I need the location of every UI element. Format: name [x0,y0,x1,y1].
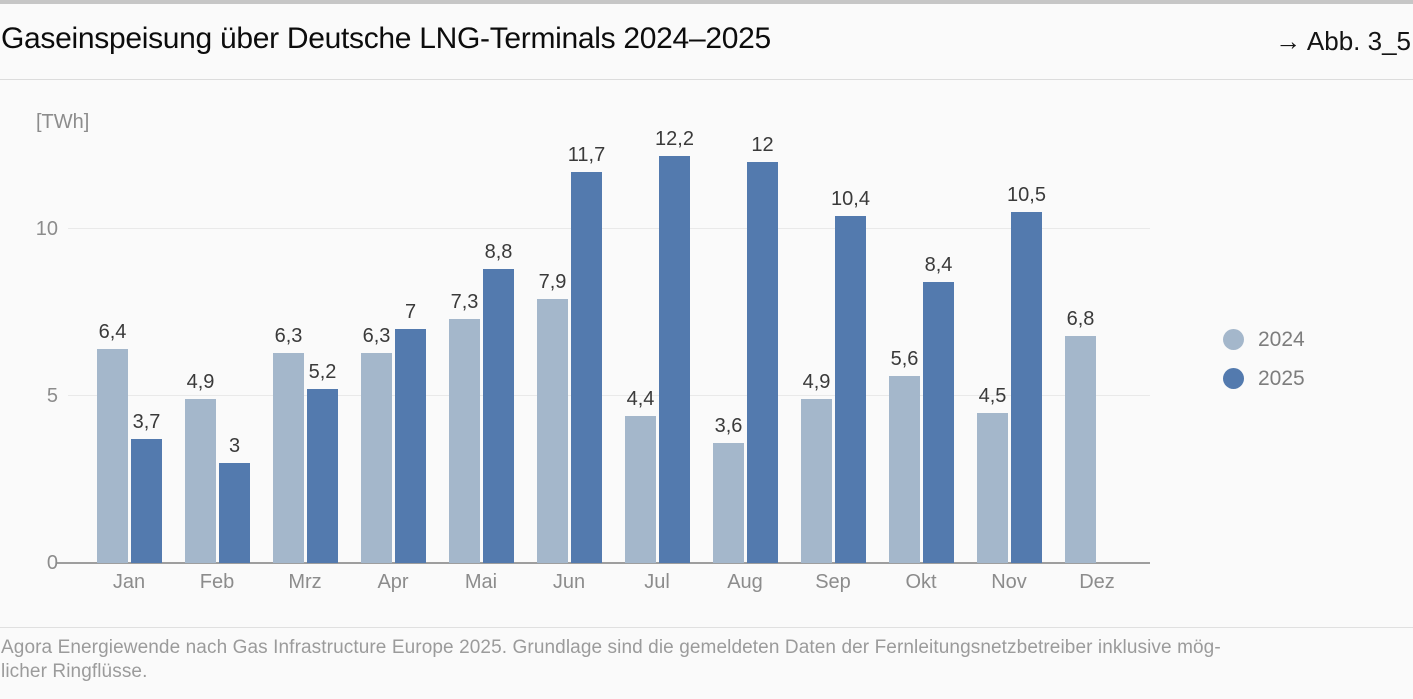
bar-value-label-2025-mai: 8,8 [484,241,513,264]
top-accent-bar [0,0,1413,4]
x-tick-label-mrz: Mrz [288,571,322,593]
bar-2024-jul: 4,4 [625,388,656,563]
y-tick-label-0: 0 [46,552,58,574]
bar-2025-jan: 3,7 [131,411,162,563]
bar-value-label-2025-mrz: 5,2 [308,361,337,384]
bar-2024-apr: 6,3 [361,325,392,563]
bar-2025-jul: 12,2 [655,128,694,563]
bar-value-label-2024-sep: 4,9 [802,371,831,394]
bar-2024-mai: 7,3 [449,291,480,563]
gridline-y-10 [68,228,1150,229]
bar-value-label-2025-nov: 10,5 [1007,184,1046,207]
legend-label-2024: 2024 [1258,327,1305,351]
bar-value-label-2025-jul: 12,2 [655,127,694,150]
chart-legend: 2024 2025 [1223,327,1305,405]
x-tick-label-aug: Aug [727,571,763,593]
x-tick-label-jan: Jan [112,571,146,593]
bar-value-label-2024-jul: 4,4 [626,388,655,411]
x-tick-label-nov: Nov [991,571,1027,593]
gridline-y-5 [68,395,1150,396]
bar-2025-nov: 10,5 [1007,184,1046,563]
source-note: Agora Energiewende nach Gas Infrastructu… [1,636,1412,684]
bar-2024-jun: 7,9 [537,271,568,563]
bar-value-label-2025-feb: 3 [228,434,241,457]
bar-value-label-2025-apr: 7 [404,301,417,324]
bar-2024-okt: 5,6 [889,348,920,563]
legend-label-2025: 2025 [1258,366,1305,390]
bar-2025-sep: 10,4 [831,188,870,563]
bar-2024-jan: 6,4 [97,321,128,563]
bar-value-label-2024-feb: 4,9 [186,371,215,394]
source-note-line-2: licher Ringflüsse. [1,661,148,682]
bar-value-label-2024-mrz: 6,3 [274,324,303,347]
bar-2024-aug: 3,6 [713,415,744,563]
legend-item-2025: 2025 [1223,366,1305,391]
bar-2024-sep: 4,9 [801,371,832,563]
bar-chart: [TWh] 2024 2025 0 5 10 6,4 3,7 Jan 4,9 3 Feb 6,3 5,… [0,81,1413,627]
bar-2025-apr: 7 [395,301,426,563]
x-tick-label-dez: Dez [1079,571,1115,593]
bar-value-label-2025-sep: 10,4 [831,187,870,210]
bar-2024-feb: 4,9 [185,371,216,563]
footer-divider [0,627,1413,628]
x-tick-label-mai: Mai [464,571,498,593]
bar-2025-feb: 3 [219,435,250,563]
bar-value-label-2024-mai: 7,3 [450,291,479,314]
bar-value-label-2025-jan: 3,7 [132,411,161,434]
x-tick-label-okt: Okt [905,571,937,593]
figure-reference: → Abb. 3_5 [1275,26,1411,56]
bar-2025-okt: 8,4 [923,254,954,563]
header-divider [0,79,1413,80]
legend-swatch-2025 [1223,368,1244,389]
bar-2024-mrz: 6,3 [273,325,304,563]
bar-value-label-2024-dez: 6,8 [1066,307,1095,330]
bar-value-label-2024-nov: 4,5 [978,384,1007,407]
x-axis-line [57,562,1150,564]
bar-2025-jun: 11,7 [568,144,605,563]
x-tick-label-apr: Apr [377,571,409,593]
bar-2025-aug: 12 [747,134,778,563]
x-tick-label-sep: Sep [815,571,851,593]
legend-item-2024: 2024 [1223,327,1305,352]
chart-title: Gaseinspeisung über Deutsche LNG-Termina… [1,22,771,55]
bar-value-label-2024-apr: 6,3 [362,324,391,347]
y-tick-label-5: 5 [46,385,58,407]
bar-value-label-2025-aug: 12 [751,134,774,157]
bar-value-label-2025-jun: 11,7 [567,144,606,167]
source-note-line-1: Agora Energiewende nach Gas Infrastructu… [1,637,1221,658]
bar-value-label-2024-aug: 3,6 [714,414,743,437]
x-tick-label-feb: Feb [199,571,235,593]
figure-header: Gaseinspeisung über Deutsche LNG-Termina… [0,4,1413,78]
bar-value-label-2024-okt: 5,6 [890,347,919,370]
bar-2024-nov: 4,5 [977,385,1008,563]
x-tick-label-jun: Jun [552,571,586,593]
x-tick-label-jul: Jul [644,571,670,593]
legend-swatch-2024 [1223,329,1244,350]
bar-2025-mrz: 5,2 [307,361,338,563]
bar-2024-dez: 6,8 [1065,308,1096,563]
bar-2025-mai: 8,8 [483,241,514,563]
y-tick-label-10: 10 [35,218,58,240]
bar-value-label-2025-okt: 8,4 [924,254,953,277]
bar-value-label-2024-jan: 6,4 [98,321,127,344]
y-axis-unit-label: [TWh] [36,111,90,133]
bar-value-label-2024-jun: 7,9 [538,271,567,294]
